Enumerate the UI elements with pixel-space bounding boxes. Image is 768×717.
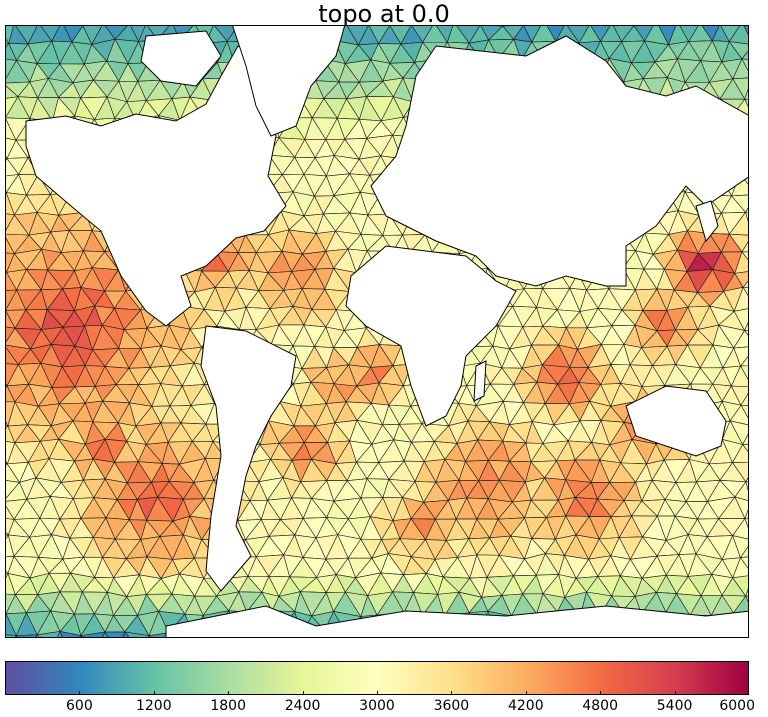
- antarctica-landmass: [165, 605, 748, 637]
- mesh-triangle: [734, 271, 748, 288]
- mesh-triangle: [104, 631, 126, 637]
- greenland-landmass: [232, 26, 346, 137]
- arctic-islands-landmass: [140, 30, 222, 87]
- mesh-triangle: [122, 631, 130, 637]
- madagascar-landmass: [473, 360, 487, 402]
- colorbar-tick-label: 600: [66, 698, 93, 714]
- mesh-triangle: [740, 356, 748, 367]
- colorbar-ticks: 600 1200 1800 2400 3000 3600 4200 4800 5400 6000: [5, 691, 755, 717]
- mesh-triangle: [739, 556, 748, 569]
- mesh-triangle: [124, 631, 150, 637]
- colorbar-tick-label: 1800: [210, 698, 247, 714]
- mesh-triangle: [743, 330, 748, 336]
- mesh-triangle: [36, 631, 61, 637]
- mesh-triangle: [745, 477, 748, 483]
- mesh-triangle: [741, 251, 748, 261]
- mesh-triangle: [741, 241, 748, 253]
- colorbar-tick-mark: [228, 691, 230, 695]
- mesh-triangle: [745, 595, 748, 603]
- mesh-triangle: [743, 26, 748, 35]
- mesh-triangle: [59, 631, 82, 637]
- mesh-triangle: [745, 211, 748, 222]
- mesh-triangle: [102, 631, 109, 637]
- mesh-triangle: [731, 462, 748, 483]
- europe-asia-landmass: [370, 35, 748, 287]
- colorbar-tick-label: 4800: [582, 698, 619, 714]
- mesh-triangle: [744, 517, 748, 529]
- colorbar-tick-label: 3600: [433, 698, 470, 714]
- mesh-triangle: [745, 481, 748, 491]
- colorbar-tick-label: 2400: [284, 698, 321, 714]
- colorbar: [5, 661, 749, 695]
- map-plot-area[interactable]: [5, 25, 749, 638]
- north-america-landmass: [25, 45, 287, 327]
- mesh-triangle: [733, 346, 748, 367]
- landmasses: [25, 26, 748, 637]
- colorbar-tick-mark: [302, 691, 304, 695]
- mesh-triangle: [740, 365, 748, 380]
- mesh-triangle: [740, 404, 748, 419]
- mesh-triangle: [742, 286, 748, 296]
- mesh-triangle: [740, 393, 748, 406]
- mesh-triangle: [744, 98, 748, 107]
- mesh-triangle: [739, 546, 748, 559]
- mesh-triangle: [15, 634, 38, 637]
- mesh-triangle: [745, 588, 748, 597]
- colorbar-tick-mark: [674, 691, 676, 695]
- colorbar-tick-label: 4200: [507, 698, 544, 714]
- mesh-triangle: [6, 634, 17, 637]
- mesh-triangle: [742, 280, 748, 288]
- mesh-triangle: [732, 77, 748, 100]
- colorbar-tick-label: 1200: [135, 698, 172, 714]
- japan-landmass: [695, 200, 719, 243]
- mesh-triangle: [148, 632, 170, 637]
- mesh-triangle: [742, 433, 748, 445]
- colorbar-tick-mark: [79, 691, 81, 695]
- mesh-triangle: [742, 444, 748, 452]
- colorbar-tick-label: 5400: [656, 698, 693, 714]
- mesh-triangle: [744, 322, 748, 331]
- ocean-mesh-map: [6, 26, 748, 637]
- south-america-landmass: [200, 325, 297, 592]
- colorbar-tick-mark: [600, 691, 602, 695]
- mesh-triangle: [744, 509, 748, 519]
- colorbar-gradient: [6, 662, 748, 694]
- colorbar-tick-mark: [451, 691, 453, 695]
- mesh-triangle: [80, 631, 106, 637]
- colorbar-tick-mark: [377, 691, 378, 695]
- plot-title: topo at 0.0: [318, 0, 450, 28]
- colorbar-tick-mark: [748, 691, 749, 695]
- mesh-triangle: [734, 496, 748, 520]
- mesh-triangle: [744, 88, 748, 100]
- australia-landmass: [625, 385, 727, 457]
- africa-landmass: [345, 245, 517, 427]
- colorbar-tick-mark: [153, 691, 155, 695]
- mesh-triangle: [745, 207, 748, 213]
- mesh-triangle: [741, 58, 748, 71]
- colorbar-tick-mark: [525, 691, 527, 695]
- mesh-triangle: [732, 575, 748, 597]
- mesh-triangle: [741, 50, 748, 60]
- colorbar-tick-label: 6000: [719, 698, 755, 714]
- mesh-triangle: [733, 308, 748, 332]
- mesh-triangle: [730, 194, 748, 213]
- colorbar-tick-label: 3000: [359, 698, 395, 714]
- mesh-triangle: [57, 630, 63, 637]
